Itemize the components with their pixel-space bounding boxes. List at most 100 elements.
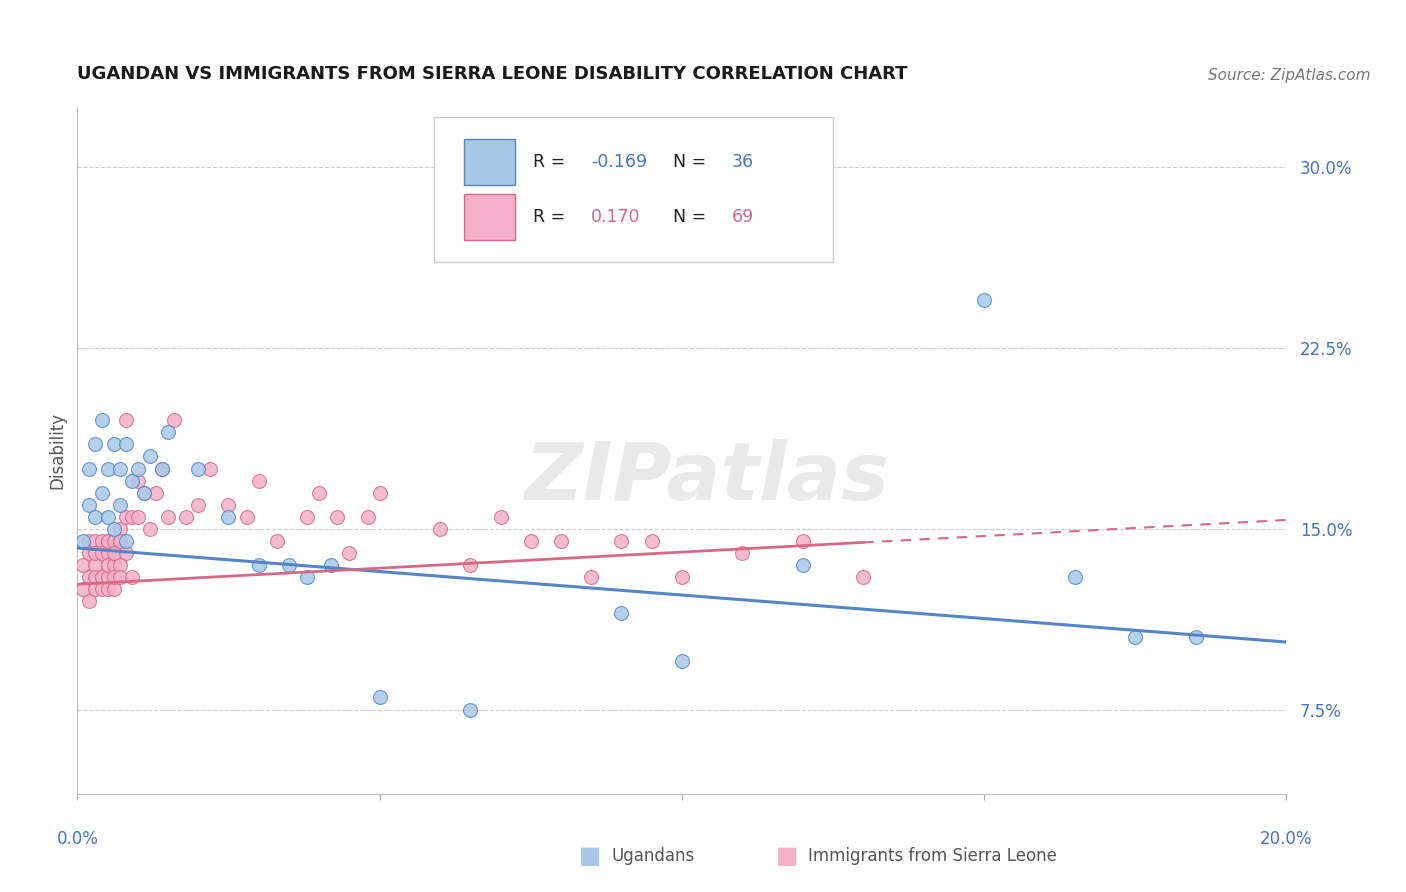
Point (550, 533, 572, 548)
Point (200, 461, 222, 475)
Point (132, 485, 155, 500)
Point (610, 606, 633, 620)
Text: -0.169: -0.169 (592, 153, 647, 171)
Point (79, 461, 101, 475)
Point (671, 570, 693, 584)
Point (278, 558, 301, 572)
Point (520, 533, 543, 548)
Point (96, 509, 118, 524)
Point (90, 570, 112, 584)
Text: Immigrants from Sierra Leone: Immigrants from Sierra Leone (808, 847, 1057, 865)
Point (132, 485, 155, 500)
Text: R =: R = (533, 153, 571, 171)
Point (458, 702, 481, 716)
Point (610, 533, 633, 548)
Point (103, 437, 125, 451)
Point (108, 461, 131, 475)
Point (1184, 630, 1206, 644)
Point (90, 546, 112, 560)
Point (90, 413, 112, 427)
Point (72, 582, 94, 596)
Point (114, 546, 136, 560)
Point (84, 533, 107, 548)
Point (247, 558, 270, 572)
Point (157, 425, 180, 440)
Point (114, 533, 136, 548)
Point (356, 509, 378, 524)
Point (90, 485, 112, 500)
Point (150, 461, 173, 475)
Text: ■: ■ (776, 845, 799, 868)
Point (84, 570, 107, 584)
Point (792, 533, 814, 548)
Text: 0.170: 0.170 (592, 208, 641, 226)
Point (174, 509, 197, 524)
Point (84, 546, 107, 560)
Point (79, 546, 101, 560)
Point (326, 509, 349, 524)
Point (108, 570, 131, 584)
Point (114, 437, 136, 451)
Point (84, 558, 107, 572)
Text: R =: R = (533, 208, 571, 226)
Point (121, 570, 143, 584)
Point (72, 533, 94, 548)
Point (108, 558, 131, 572)
Point (127, 474, 149, 488)
Bar (464, 194, 515, 240)
Point (96, 533, 118, 548)
Point (187, 461, 209, 475)
Point (84, 437, 107, 451)
Point (295, 509, 318, 524)
Point (1064, 570, 1087, 584)
Point (1123, 630, 1146, 644)
Point (218, 498, 240, 512)
Point (337, 546, 360, 560)
Point (79, 533, 101, 548)
Point (96, 461, 118, 475)
Point (139, 450, 162, 464)
Point (103, 546, 125, 560)
Text: Ugandans: Ugandans (612, 847, 695, 865)
Point (121, 474, 143, 488)
Point (458, 558, 481, 572)
Point (108, 522, 131, 536)
Point (218, 509, 240, 524)
Point (79, 570, 101, 584)
Point (127, 509, 149, 524)
Point (90, 582, 112, 596)
Point (79, 498, 101, 512)
Point (84, 582, 107, 596)
Text: N =: N = (673, 208, 713, 226)
Point (96, 533, 118, 548)
Point (127, 461, 149, 475)
Point (96, 570, 118, 584)
Point (429, 522, 451, 536)
Point (157, 509, 180, 524)
Point (103, 522, 125, 536)
Point (96, 582, 118, 596)
FancyBboxPatch shape (434, 118, 832, 261)
Point (731, 546, 754, 560)
Bar (464, 138, 515, 186)
Point (641, 533, 664, 548)
Point (84, 509, 107, 524)
Text: ZIPatlas: ZIPatlas (523, 439, 889, 517)
Point (295, 570, 318, 584)
Point (308, 485, 330, 500)
Point (114, 413, 136, 427)
Point (96, 546, 118, 560)
Text: 69: 69 (731, 208, 754, 226)
Text: 0.0%: 0.0% (56, 830, 98, 848)
Text: UGANDAN VS IMMIGRANTS FROM SIERRA LEONE DISABILITY CORRELATION CHART: UGANDAN VS IMMIGRANTS FROM SIERRA LEONE … (77, 65, 908, 83)
Point (266, 533, 288, 548)
Point (235, 509, 257, 524)
Point (103, 533, 125, 548)
Text: N =: N = (673, 153, 713, 171)
Point (108, 533, 131, 548)
Point (368, 485, 391, 500)
Point (368, 690, 391, 705)
Point (247, 474, 270, 488)
Y-axis label: Disability: Disability (48, 412, 66, 489)
Point (79, 594, 101, 608)
